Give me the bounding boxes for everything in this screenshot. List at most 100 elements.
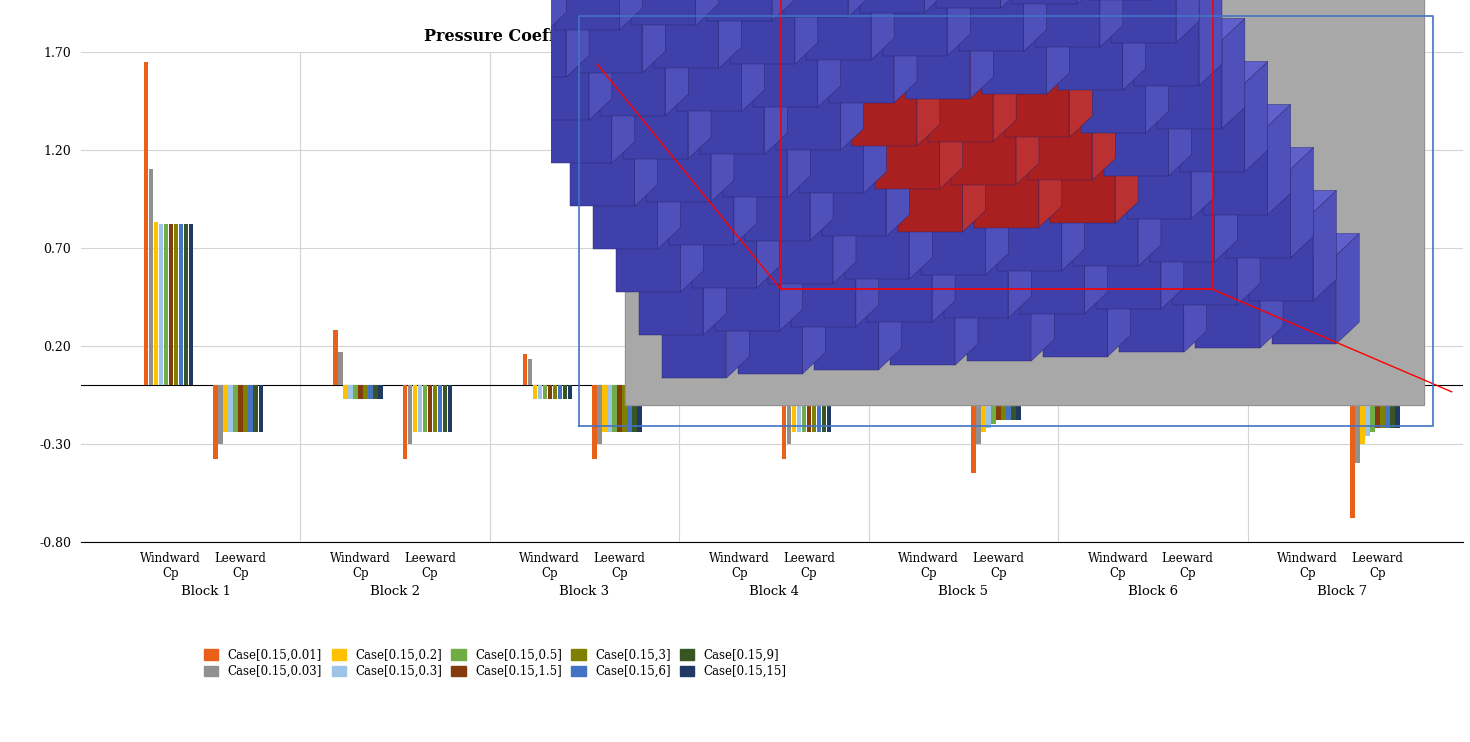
Bar <box>717 385 722 398</box>
Polygon shape <box>882 0 948 56</box>
Bar <box>942 385 947 398</box>
Polygon shape <box>642 0 666 73</box>
Polygon shape <box>1314 191 1336 301</box>
Polygon shape <box>920 165 1008 186</box>
Bar <box>980 385 986 432</box>
Bar <box>607 385 612 432</box>
Polygon shape <box>856 216 879 326</box>
Polygon shape <box>1028 91 1092 180</box>
Polygon shape <box>1248 191 1336 212</box>
Bar <box>628 385 632 432</box>
Bar <box>807 385 811 432</box>
Bar <box>1391 385 1395 428</box>
Bar <box>638 385 642 432</box>
Polygon shape <box>525 10 612 31</box>
Polygon shape <box>1183 242 1207 352</box>
Polygon shape <box>662 289 726 378</box>
Polygon shape <box>1051 134 1116 223</box>
Polygon shape <box>944 208 1032 229</box>
Polygon shape <box>570 117 635 206</box>
Bar <box>148 169 153 385</box>
Polygon shape <box>1180 62 1267 83</box>
Polygon shape <box>1126 131 1192 219</box>
Bar <box>747 385 751 398</box>
Polygon shape <box>1016 74 1039 185</box>
Polygon shape <box>647 91 734 113</box>
Polygon shape <box>1116 113 1138 223</box>
Bar <box>228 385 232 432</box>
Polygon shape <box>479 0 544 34</box>
Polygon shape <box>722 109 788 197</box>
Bar <box>218 385 223 444</box>
Polygon shape <box>1111 0 1176 43</box>
Polygon shape <box>1192 109 1214 219</box>
Bar <box>432 385 438 432</box>
Bar <box>163 224 168 385</box>
Bar <box>1176 385 1180 404</box>
Bar <box>613 385 617 432</box>
Polygon shape <box>853 36 939 57</box>
Polygon shape <box>894 0 917 103</box>
Bar <box>334 330 338 385</box>
Bar <box>359 385 363 398</box>
Bar <box>753 385 757 398</box>
Bar <box>828 385 832 432</box>
Polygon shape <box>623 48 711 70</box>
Bar <box>917 385 922 398</box>
Polygon shape <box>619 0 642 30</box>
Bar <box>244 385 248 432</box>
Polygon shape <box>666 5 688 116</box>
Polygon shape <box>1058 1 1123 90</box>
Text: Block 5: Block 5 <box>938 585 988 598</box>
Polygon shape <box>779 220 803 331</box>
Polygon shape <box>570 96 657 117</box>
Bar <box>1136 385 1141 398</box>
Text: Block 4: Block 4 <box>750 585 800 598</box>
Polygon shape <box>1150 174 1214 262</box>
Polygon shape <box>1238 194 1260 305</box>
Polygon shape <box>1195 259 1260 348</box>
Bar <box>173 224 178 385</box>
Polygon shape <box>1004 48 1070 137</box>
Bar <box>1016 385 1020 420</box>
Bar <box>822 385 826 432</box>
Polygon shape <box>688 48 711 159</box>
Polygon shape <box>1119 242 1207 263</box>
Polygon shape <box>951 96 1016 185</box>
Bar <box>179 224 184 385</box>
Polygon shape <box>1123 0 1145 90</box>
Polygon shape <box>635 96 657 206</box>
Polygon shape <box>1245 62 1267 171</box>
Bar <box>1126 385 1130 398</box>
Polygon shape <box>906 10 970 99</box>
Bar <box>592 385 597 459</box>
Bar <box>528 359 532 385</box>
Polygon shape <box>1001 0 1023 8</box>
Polygon shape <box>863 83 886 193</box>
Bar <box>448 385 453 432</box>
Polygon shape <box>939 79 963 189</box>
Polygon shape <box>669 156 734 245</box>
Bar <box>557 385 563 398</box>
Polygon shape <box>731 0 795 64</box>
Polygon shape <box>994 31 1016 142</box>
Bar <box>253 385 259 432</box>
Polygon shape <box>1272 255 1336 344</box>
Bar <box>597 385 601 444</box>
Polygon shape <box>1023 0 1047 51</box>
Polygon shape <box>1085 203 1107 314</box>
Bar <box>797 385 801 432</box>
Polygon shape <box>829 14 894 103</box>
Polygon shape <box>592 160 657 249</box>
Polygon shape <box>681 182 704 292</box>
Bar <box>1366 385 1370 436</box>
Bar <box>632 385 637 432</box>
Polygon shape <box>948 0 970 56</box>
Polygon shape <box>623 70 688 159</box>
Polygon shape <box>1173 216 1238 305</box>
Polygon shape <box>1126 109 1214 131</box>
Bar <box>742 385 747 398</box>
Polygon shape <box>589 10 612 120</box>
Text: Block 2: Block 2 <box>370 585 420 598</box>
Polygon shape <box>554 0 619 30</box>
